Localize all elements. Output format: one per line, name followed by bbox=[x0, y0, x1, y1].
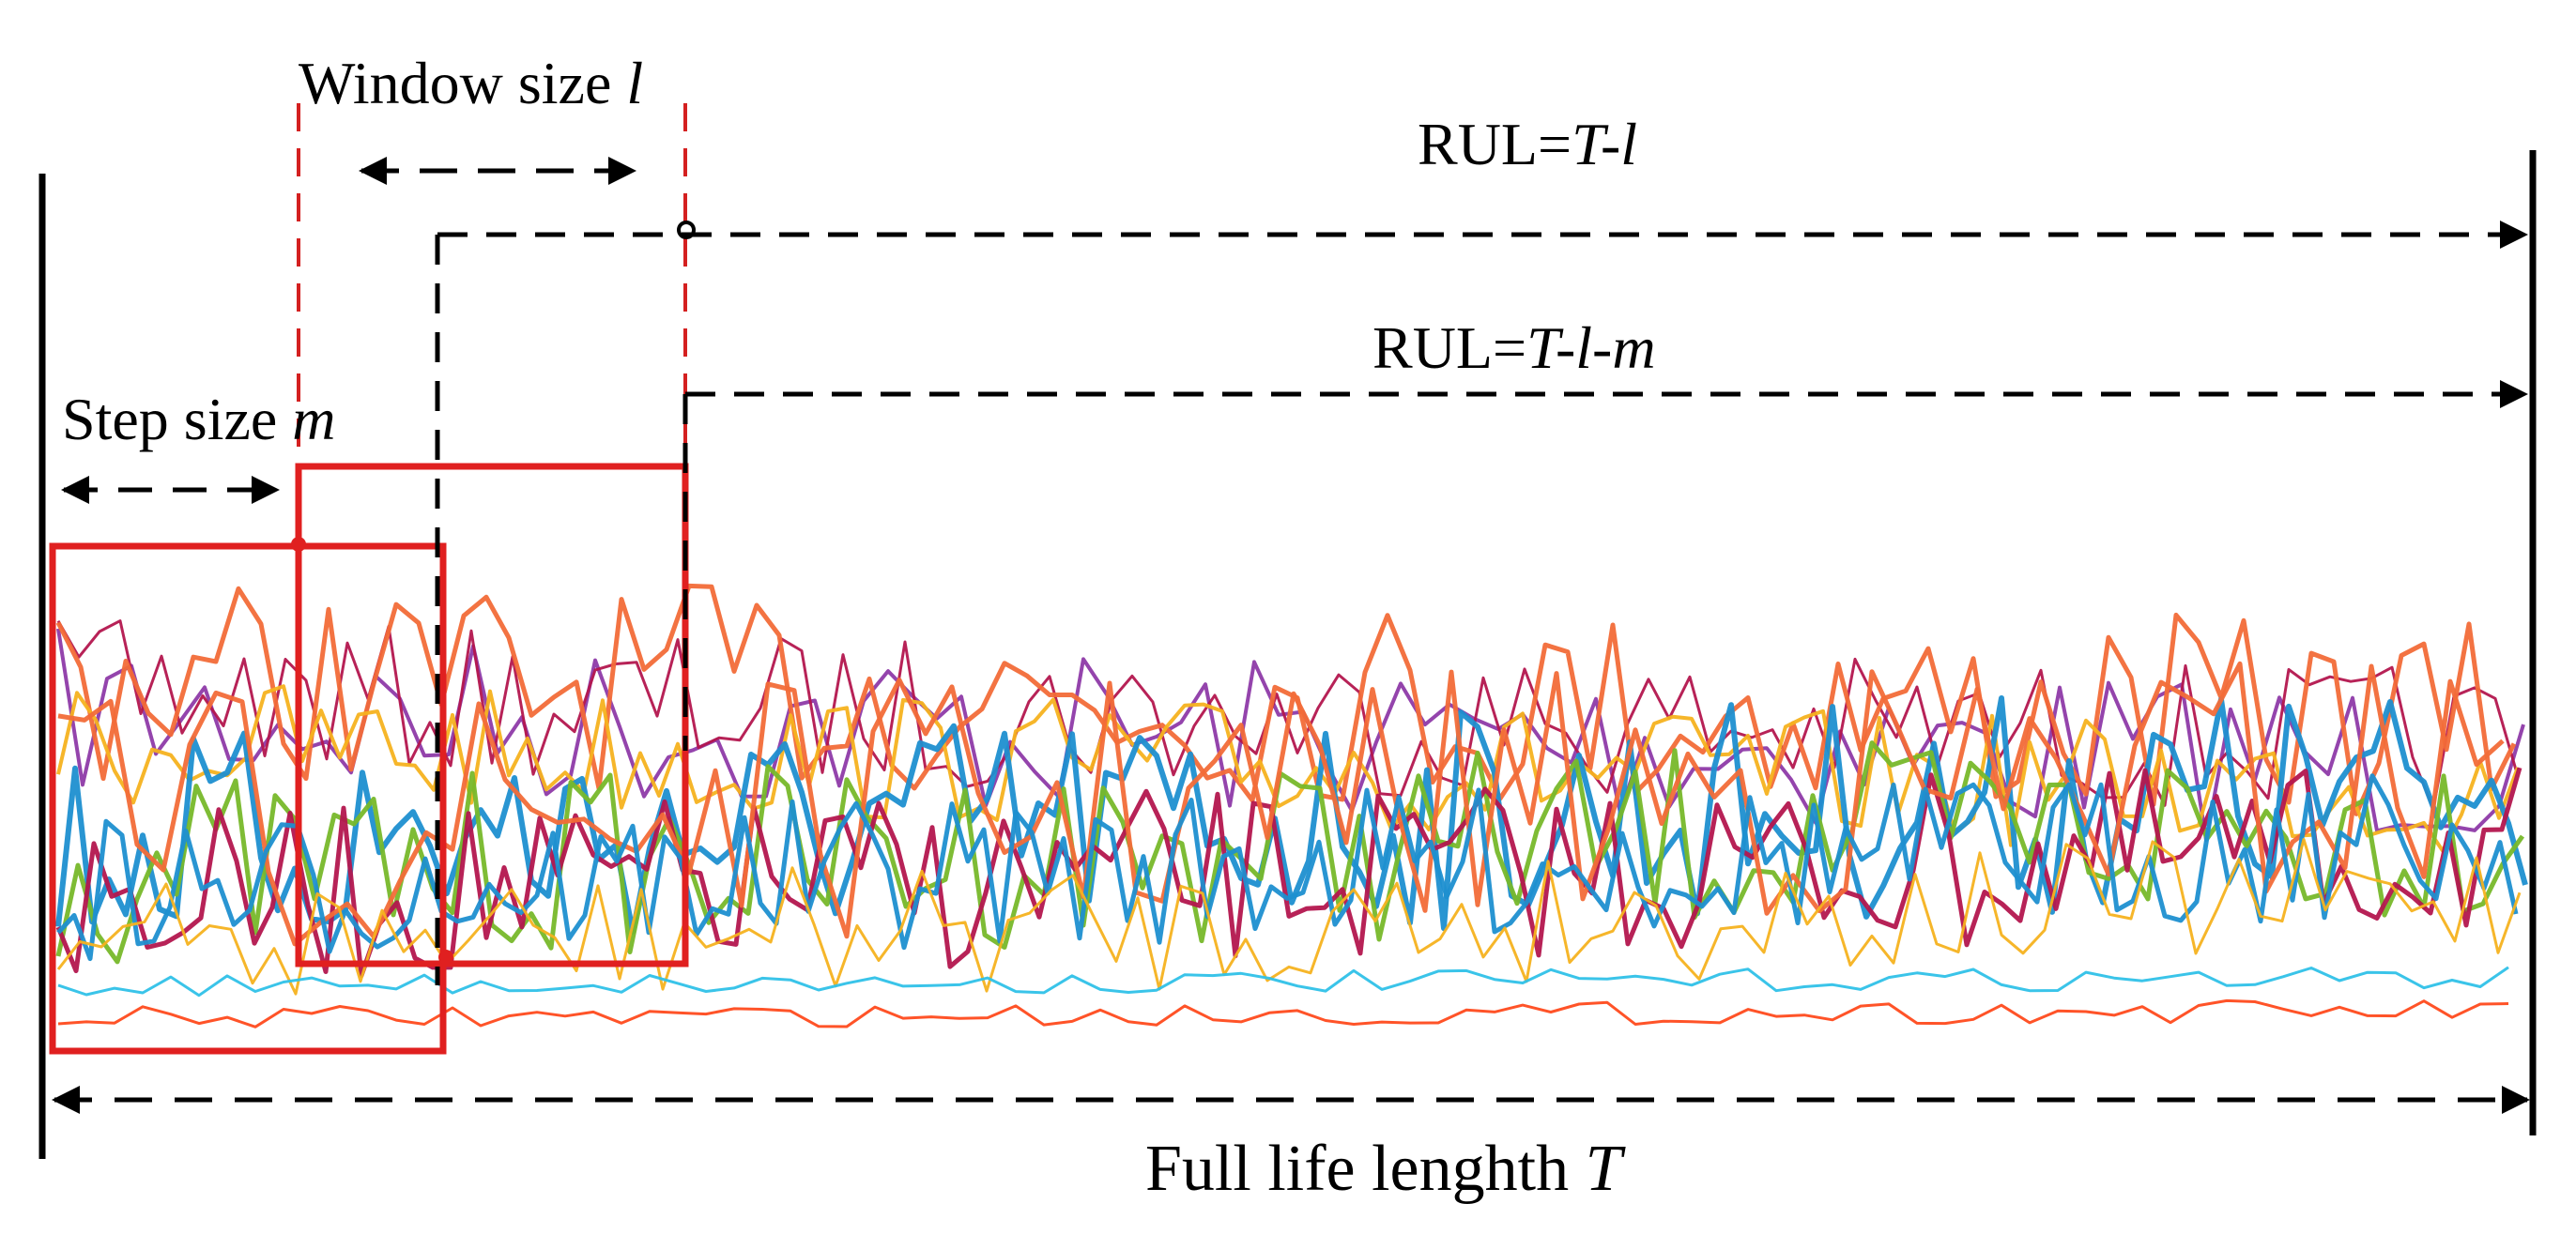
window-size-label: Window size l bbox=[299, 50, 643, 116]
full-life-label: Full life lenghth T bbox=[1145, 1133, 1627, 1205]
window-corner-dot bbox=[438, 950, 453, 965]
signal-trace bbox=[55, 583, 2517, 816]
signal-trace bbox=[57, 661, 2505, 947]
signal-traces bbox=[55, 583, 2528, 1028]
rul2-label: RUL=T-l-m bbox=[1372, 314, 1656, 381]
window-1-rect bbox=[49, 542, 447, 1055]
signal-trace bbox=[57, 966, 2509, 998]
signal-trace bbox=[55, 767, 2522, 978]
window-corner-dot bbox=[291, 537, 306, 552]
rul1-label: RUL=T-l bbox=[1418, 111, 1637, 177]
signal-trace bbox=[57, 998, 2509, 1028]
signal-trace bbox=[56, 773, 2519, 962]
signal-trace bbox=[56, 838, 2522, 996]
step-size-label: Step size m bbox=[62, 386, 336, 452]
